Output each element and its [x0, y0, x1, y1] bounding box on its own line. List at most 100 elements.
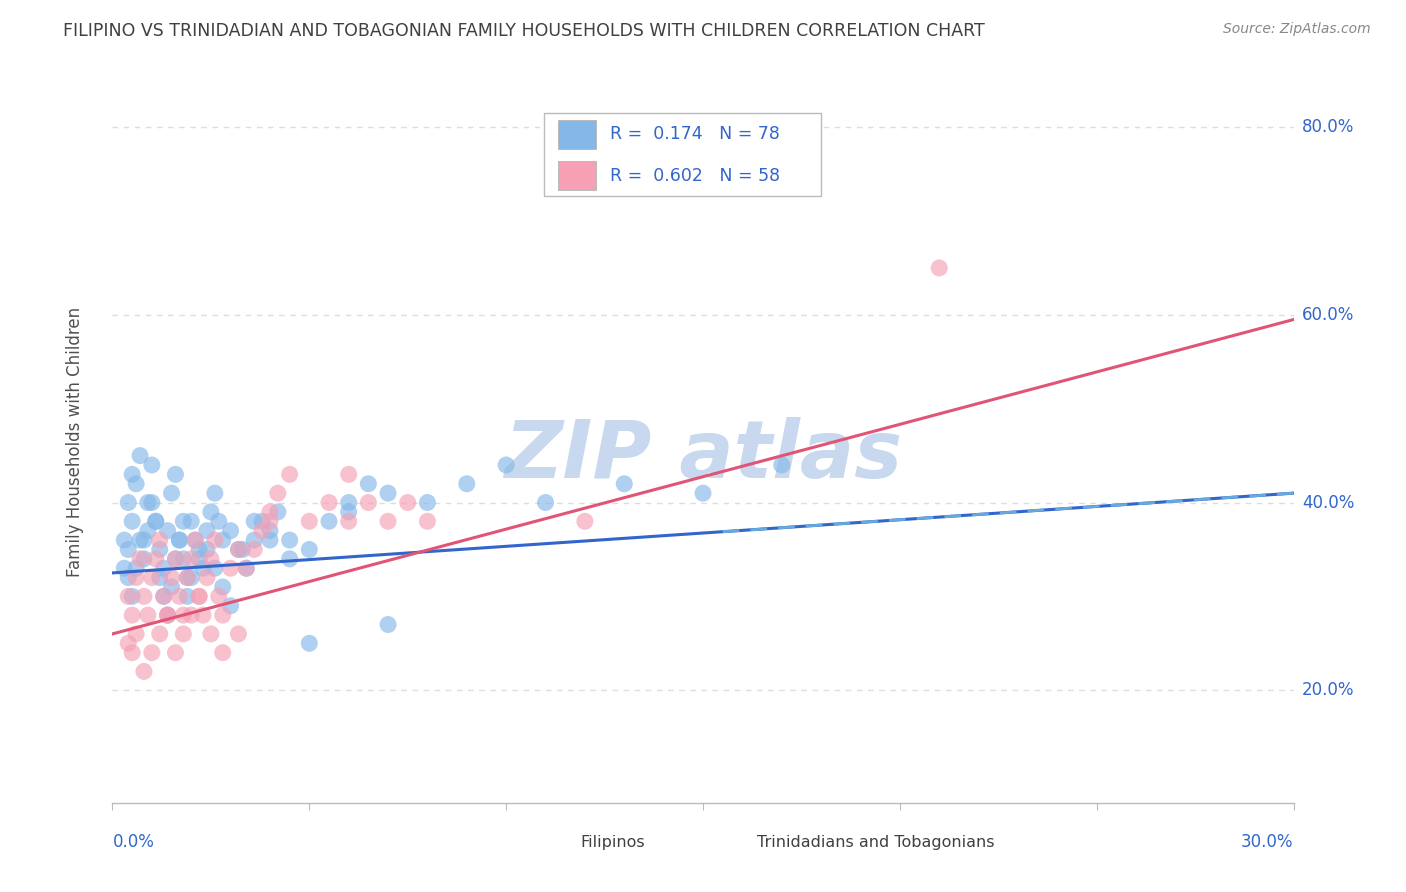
Point — [176, 571, 198, 585]
Point — [200, 551, 222, 566]
Point — [928, 260, 950, 275]
Point — [318, 514, 340, 528]
Point — [169, 590, 191, 604]
Point — [112, 533, 135, 547]
Point — [208, 590, 231, 604]
Point — [129, 533, 152, 547]
Point — [149, 627, 172, 641]
FancyBboxPatch shape — [544, 112, 821, 196]
Point — [141, 458, 163, 472]
Point — [152, 590, 174, 604]
Point — [136, 608, 159, 623]
Point — [125, 627, 148, 641]
Point — [337, 495, 360, 509]
Point — [132, 665, 155, 679]
Point — [176, 590, 198, 604]
Point — [267, 505, 290, 519]
Point — [184, 533, 207, 547]
Point — [180, 514, 202, 528]
Point — [156, 524, 179, 538]
Text: Source: ZipAtlas.com: Source: ZipAtlas.com — [1223, 22, 1371, 37]
Point — [156, 608, 179, 623]
Text: 30.0%: 30.0% — [1241, 833, 1294, 851]
Bar — [558, 120, 596, 149]
Point — [228, 627, 250, 641]
Point — [172, 608, 194, 623]
Point — [770, 458, 793, 472]
Point — [298, 514, 321, 528]
Point — [180, 571, 202, 585]
Point — [204, 561, 226, 575]
Point — [176, 571, 198, 585]
Point — [195, 524, 218, 538]
Point — [129, 551, 152, 566]
Point — [267, 486, 290, 500]
Point — [357, 495, 380, 509]
Point — [377, 514, 399, 528]
Point — [145, 551, 167, 566]
Text: Filipinos: Filipinos — [581, 835, 645, 850]
Point — [165, 467, 187, 482]
Text: Trinidadians and Tobagonians: Trinidadians and Tobagonians — [758, 835, 995, 850]
Point — [160, 580, 183, 594]
Point — [243, 542, 266, 557]
Point — [613, 476, 636, 491]
Y-axis label: Family Households with Children: Family Households with Children — [66, 307, 84, 576]
Point — [228, 542, 250, 557]
Point — [259, 524, 281, 538]
Text: R =  0.602   N = 58: R = 0.602 N = 58 — [610, 167, 780, 185]
Point — [188, 590, 211, 604]
Point — [169, 533, 191, 547]
Point — [337, 467, 360, 482]
Text: ZIP atlas: ZIP atlas — [503, 417, 903, 495]
Point — [219, 524, 242, 538]
Point — [152, 590, 174, 604]
Point — [117, 495, 139, 509]
Bar — [550, 833, 575, 851]
Point — [165, 551, 187, 566]
Point — [416, 514, 439, 528]
Point — [184, 533, 207, 547]
Point — [191, 561, 214, 575]
Point — [121, 514, 143, 528]
Point — [117, 636, 139, 650]
Point — [125, 571, 148, 585]
Point — [188, 542, 211, 557]
Point — [165, 551, 187, 566]
Text: 0.0%: 0.0% — [112, 833, 155, 851]
Point — [149, 571, 172, 585]
Point — [377, 617, 399, 632]
Point — [195, 542, 218, 557]
Bar — [727, 833, 752, 851]
Point — [211, 580, 233, 594]
Point — [377, 486, 399, 500]
Point — [188, 551, 211, 566]
Point — [200, 627, 222, 641]
Point — [121, 608, 143, 623]
Text: 20.0%: 20.0% — [1302, 681, 1354, 699]
Point — [152, 561, 174, 575]
Point — [235, 561, 257, 575]
Point — [117, 571, 139, 585]
Point — [396, 495, 419, 509]
Point — [172, 627, 194, 641]
Point — [534, 495, 557, 509]
Point — [495, 458, 517, 472]
Point — [208, 514, 231, 528]
Point — [156, 608, 179, 623]
Point — [211, 608, 233, 623]
Point — [574, 514, 596, 528]
Point — [259, 514, 281, 528]
Point — [278, 551, 301, 566]
Point — [204, 533, 226, 547]
Point — [172, 514, 194, 528]
Point — [141, 571, 163, 585]
Point — [278, 467, 301, 482]
Text: 40.0%: 40.0% — [1302, 493, 1354, 511]
Point — [243, 533, 266, 547]
Point — [278, 533, 301, 547]
Point — [121, 467, 143, 482]
Point — [337, 514, 360, 528]
Point — [136, 524, 159, 538]
Point — [149, 533, 172, 547]
